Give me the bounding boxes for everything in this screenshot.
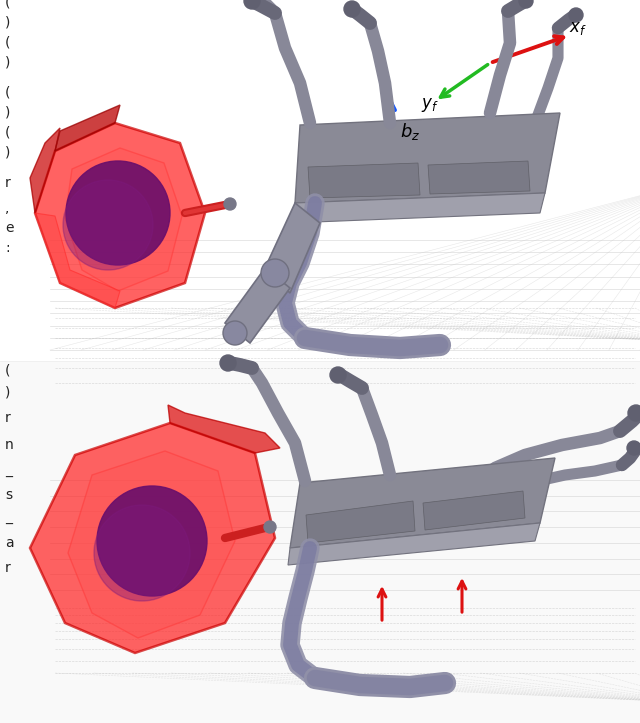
Text: _: _: [5, 511, 12, 525]
Polygon shape: [295, 113, 560, 203]
Text: e: e: [5, 221, 13, 235]
Polygon shape: [308, 163, 420, 198]
Circle shape: [330, 367, 346, 383]
Polygon shape: [288, 523, 540, 565]
Text: ): ): [5, 16, 10, 30]
Text: :: :: [5, 241, 10, 255]
Text: r: r: [5, 176, 11, 190]
Circle shape: [63, 180, 153, 270]
Circle shape: [628, 405, 640, 421]
Circle shape: [261, 259, 289, 287]
Text: ): ): [5, 146, 10, 160]
Polygon shape: [168, 405, 280, 453]
Polygon shape: [423, 491, 525, 530]
Text: ): ): [5, 56, 10, 70]
Text: $b_z$: $b_z$: [400, 121, 420, 142]
Polygon shape: [68, 451, 235, 638]
Circle shape: [66, 161, 170, 265]
Circle shape: [627, 441, 640, 455]
Text: (: (: [5, 36, 10, 50]
Text: r: r: [5, 411, 11, 425]
Circle shape: [569, 8, 583, 22]
Text: ): ): [5, 106, 10, 120]
Circle shape: [244, 0, 260, 9]
Polygon shape: [0, 361, 640, 723]
Polygon shape: [290, 458, 555, 548]
Polygon shape: [35, 213, 120, 308]
Circle shape: [224, 198, 236, 210]
Text: $y_f$: $y_f$: [421, 96, 439, 114]
Text: _: _: [5, 464, 12, 478]
Polygon shape: [290, 193, 545, 223]
Circle shape: [264, 521, 276, 533]
Polygon shape: [30, 423, 275, 653]
Polygon shape: [225, 268, 290, 343]
Text: (: (: [5, 0, 10, 10]
Text: r: r: [5, 561, 11, 575]
Text: n: n: [5, 438, 13, 452]
Circle shape: [519, 0, 533, 8]
Text: $x_f$: $x_f$: [569, 19, 587, 37]
Circle shape: [223, 321, 247, 345]
Text: a: a: [5, 536, 13, 550]
Polygon shape: [428, 161, 530, 194]
Polygon shape: [55, 105, 120, 151]
Polygon shape: [30, 128, 60, 213]
Text: s: s: [5, 488, 12, 502]
Text: (: (: [5, 86, 10, 100]
Polygon shape: [65, 148, 182, 291]
Text: (: (: [5, 126, 10, 140]
Text: (: (: [5, 364, 10, 378]
Polygon shape: [265, 203, 320, 293]
Circle shape: [97, 486, 207, 596]
Circle shape: [344, 1, 360, 17]
Text: ,: ,: [5, 201, 10, 215]
Circle shape: [94, 505, 190, 601]
Polygon shape: [35, 123, 205, 308]
Text: ): ): [5, 386, 10, 400]
Polygon shape: [306, 501, 415, 543]
Circle shape: [220, 355, 236, 371]
